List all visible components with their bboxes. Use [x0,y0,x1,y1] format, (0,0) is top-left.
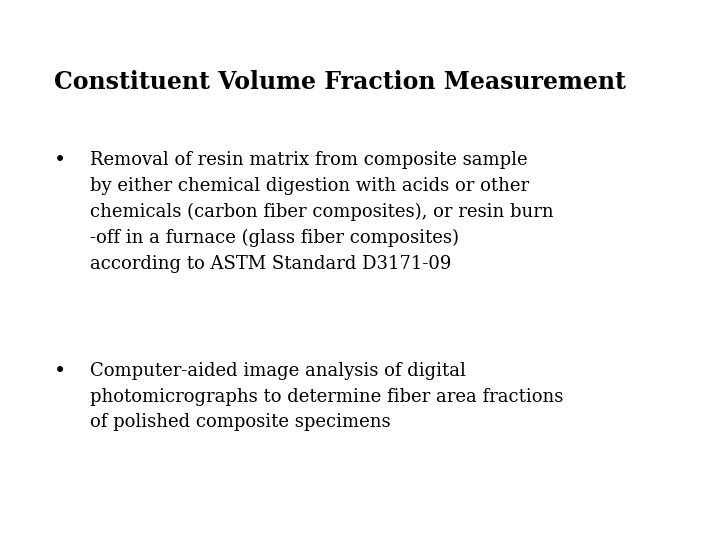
Text: Computer-aided image analysis of digital
photomicrographs to determine fiber are: Computer-aided image analysis of digital… [90,362,563,431]
Text: •: • [54,362,66,381]
Text: Removal of resin matrix from composite sample
by either chemical digestion with : Removal of resin matrix from composite s… [90,151,554,273]
Text: •: • [54,151,66,170]
Text: Constituent Volume Fraction Measurement: Constituent Volume Fraction Measurement [54,70,626,94]
